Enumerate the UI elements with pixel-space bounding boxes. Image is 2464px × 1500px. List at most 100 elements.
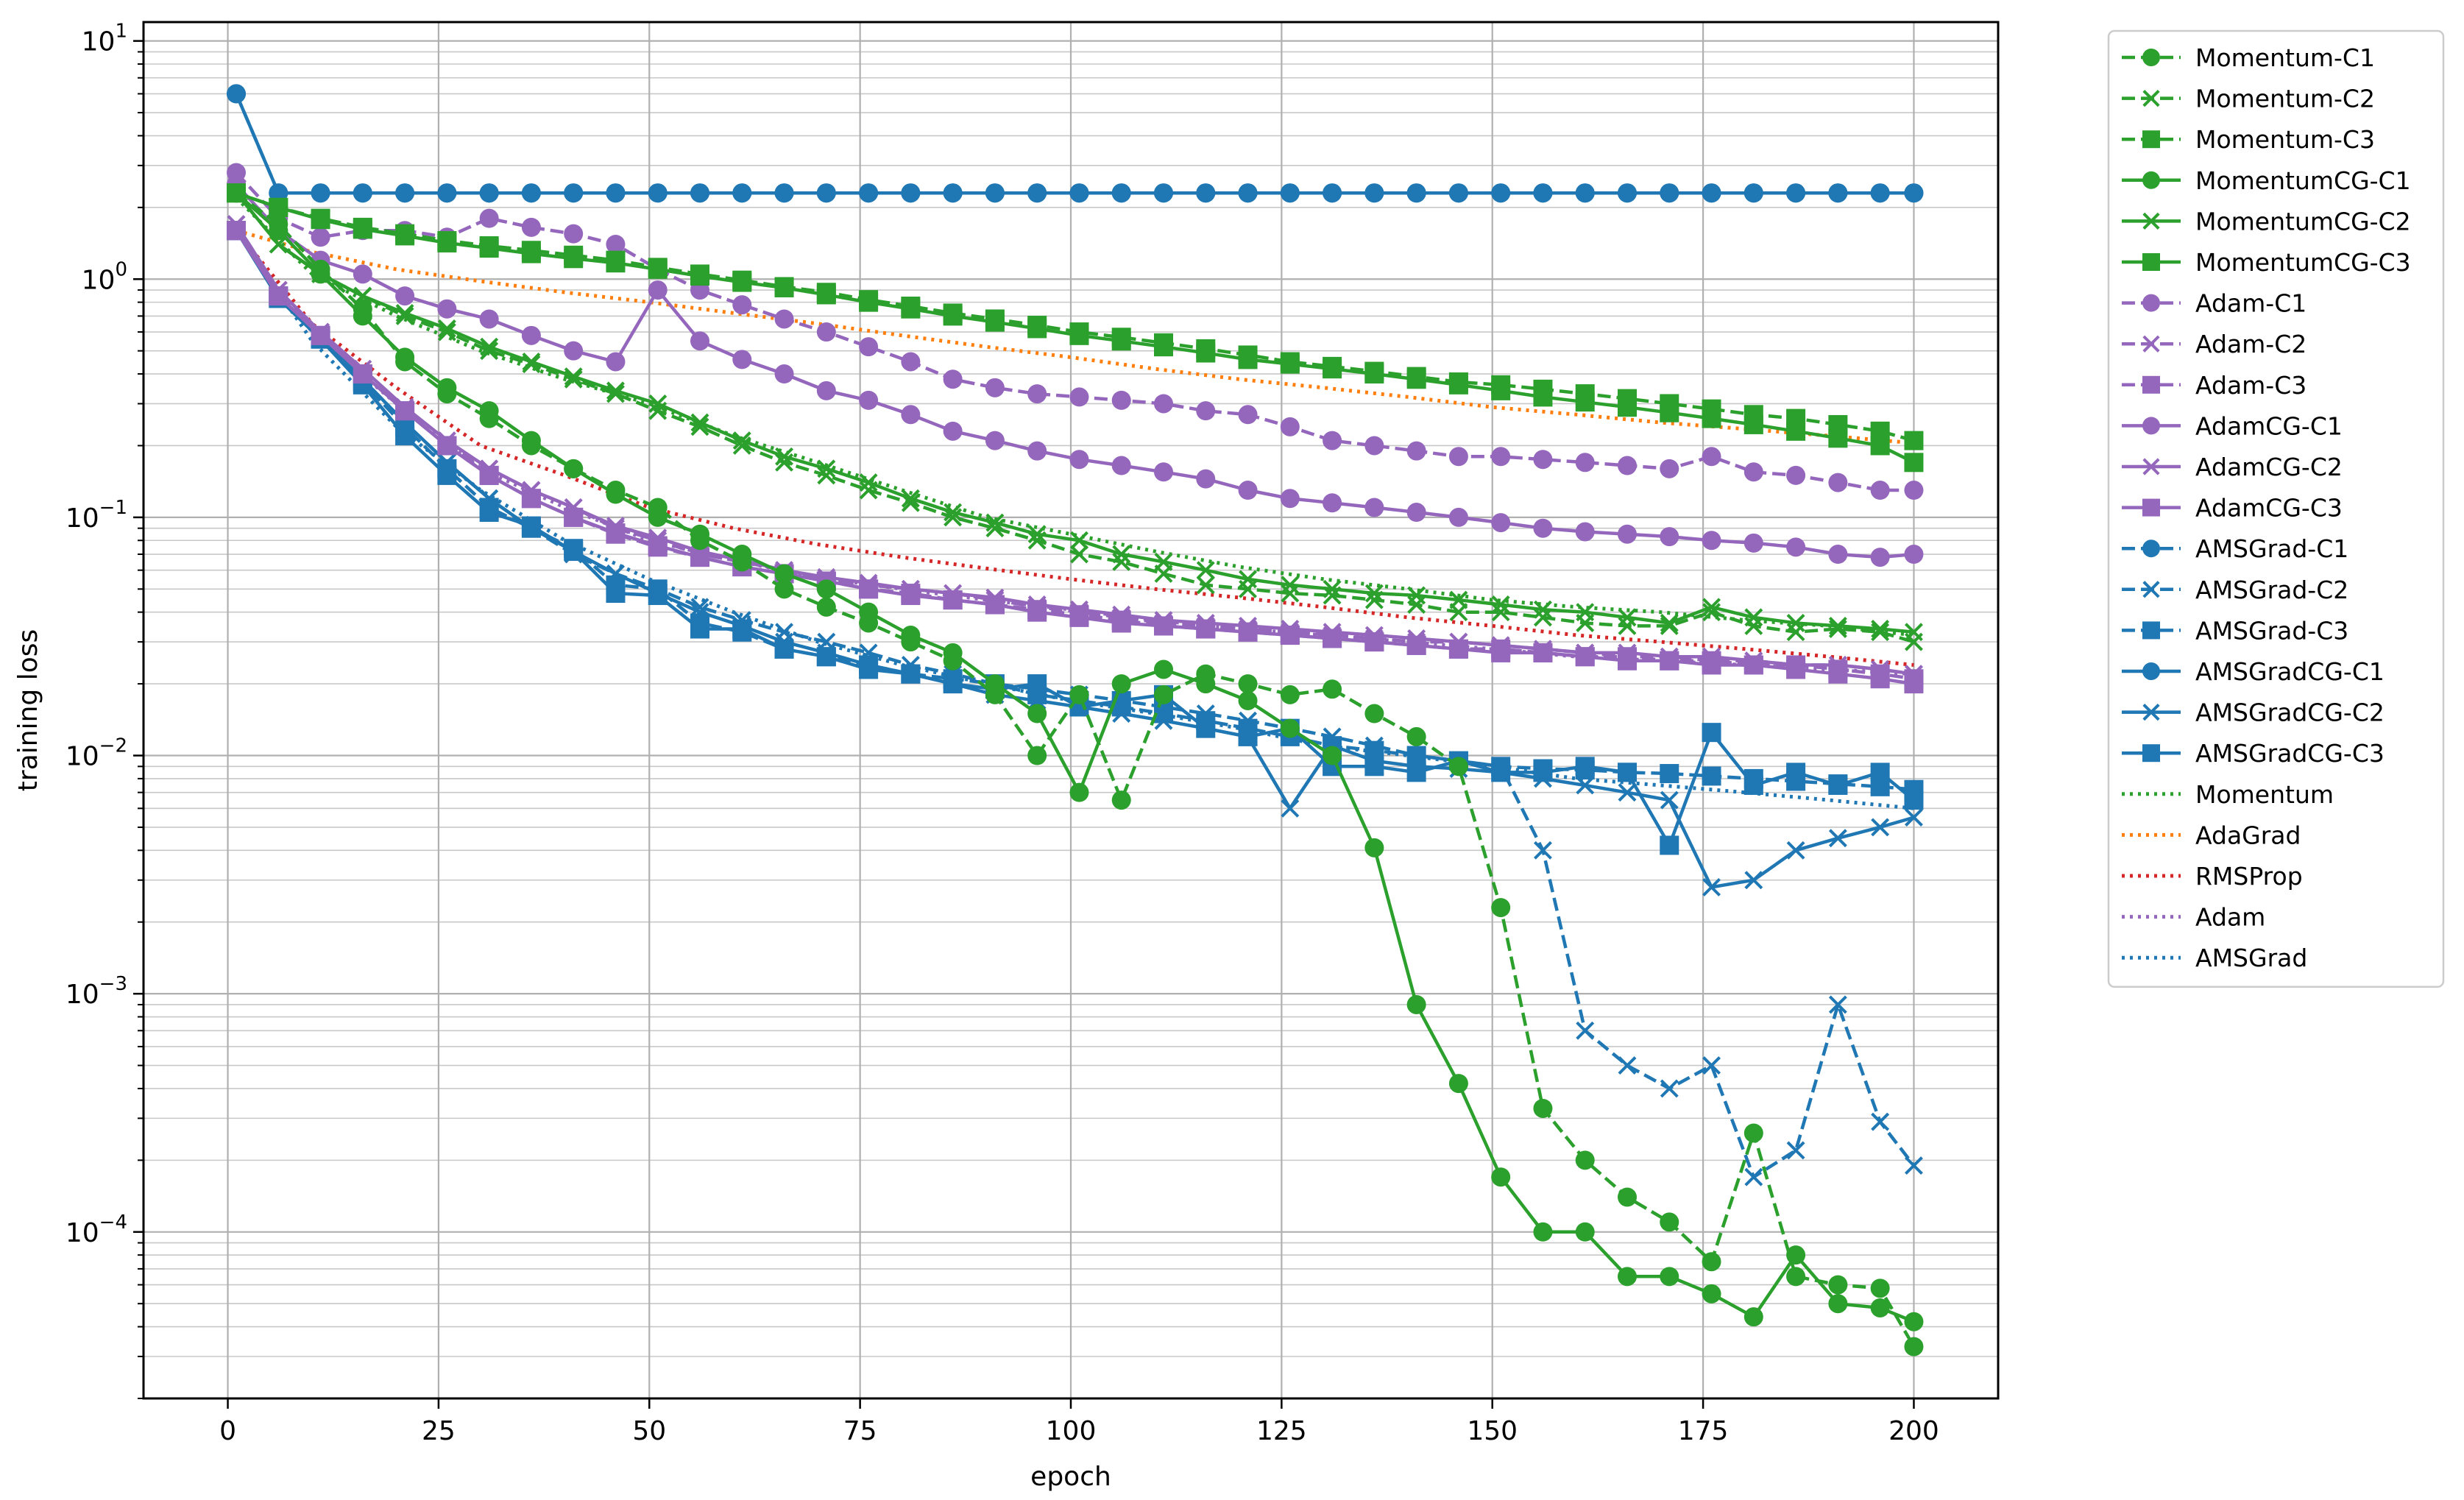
legend-label: AdamCG-C2	[2195, 453, 2343, 481]
data-point	[353, 217, 372, 237]
data-point	[1280, 489, 1300, 509]
data-point	[901, 656, 920, 674]
legend-entry: RMSProp	[2122, 862, 2303, 891]
data-point	[1871, 659, 1890, 679]
data-point	[353, 183, 372, 203]
data-point	[1154, 614, 1173, 632]
data-point	[1323, 431, 1342, 450]
data-point	[1111, 390, 1131, 410]
data-point	[1533, 608, 1552, 627]
data-point	[521, 183, 541, 203]
data-point	[1660, 183, 1679, 203]
legend-entry: AdamCG-C1	[2122, 411, 2343, 440]
data-point	[1660, 651, 1679, 671]
data-point	[1786, 183, 1806, 203]
legend: Momentum-C1 Momentum-C2 Momentum-C3 Momentu…	[2107, 29, 2445, 988]
data-point	[1828, 616, 1847, 635]
data-point	[1533, 183, 1553, 203]
legend-entry: MomentumCG-C3	[2122, 248, 2411, 277]
data-point	[1660, 394, 1679, 414]
y-tick-label: 10−3	[66, 973, 127, 1010]
data-point	[1111, 328, 1131, 347]
data-point	[1196, 576, 1215, 595]
data-point	[817, 632, 836, 651]
y-tick-label: 10−2	[66, 735, 127, 772]
data-point	[775, 623, 794, 642]
data-point	[943, 421, 963, 441]
data-point	[732, 436, 751, 455]
data-point	[311, 208, 330, 228]
data-point	[859, 337, 879, 357]
data-point	[1154, 564, 1173, 583]
data-point	[1448, 507, 1468, 527]
legend-marker	[2142, 89, 2160, 107]
data-point	[1196, 664, 1216, 684]
data-point	[732, 350, 752, 369]
legend-label: MomentumCG-C3	[2195, 248, 2411, 277]
legend-entry: Adam-C2	[2122, 330, 2307, 358]
data-point	[1576, 776, 1595, 795]
legend-box	[2107, 29, 2445, 988]
series-line	[235, 191, 1916, 1348]
series-momentum-c3	[227, 183, 1924, 450]
data-point	[564, 545, 583, 564]
legend-label: Momentum-C3	[2195, 125, 2375, 154]
legend-label: AMSGradCG-C2	[2195, 698, 2385, 727]
legend-entry: Momentum	[2122, 780, 2334, 809]
data-point	[1533, 640, 1552, 659]
legend-label: AdamCG-C3	[2195, 494, 2343, 523]
data-point	[944, 508, 963, 527]
data-point	[774, 183, 794, 203]
data-point	[943, 183, 963, 203]
data-point	[1828, 545, 1848, 565]
data-point	[690, 417, 709, 436]
data-point	[690, 613, 709, 633]
data-point	[1111, 456, 1131, 475]
x-tick-label: 200	[1888, 1416, 1939, 1446]
data-point	[1069, 605, 1089, 625]
legend-marker	[2142, 212, 2160, 230]
legend-label: AMSGrad-C1	[2195, 534, 2348, 563]
data-point	[1618, 389, 1637, 408]
data-point	[1154, 394, 1173, 414]
series-line	[235, 229, 1914, 667]
data-point	[901, 183, 921, 203]
data-point	[1743, 1307, 1763, 1327]
series-momentumcg-c2	[227, 183, 1923, 642]
data-point	[1364, 361, 1384, 381]
data-point	[774, 564, 794, 584]
data-point	[1406, 994, 1426, 1014]
data-point	[1744, 871, 1763, 890]
series-line	[234, 93, 1914, 195]
data-point	[816, 597, 836, 617]
data-point	[395, 183, 415, 203]
data-point	[859, 579, 879, 599]
legend-marker	[2142, 375, 2160, 394]
data-point	[1660, 835, 1679, 855]
legend-marker	[2142, 335, 2160, 353]
data-point	[395, 286, 415, 306]
data-point	[1828, 1294, 1848, 1314]
legend-entry: AdamCG-C3	[2122, 494, 2343, 523]
data-point	[1027, 704, 1047, 724]
data-point	[690, 413, 709, 432]
data-point	[1027, 525, 1047, 544]
data-point	[1786, 1267, 1806, 1287]
data-point	[1238, 481, 1258, 500]
data-point	[1702, 766, 1721, 786]
data-point	[859, 183, 879, 203]
data-point	[1744, 608, 1763, 627]
data-point	[480, 342, 499, 361]
data-point	[1702, 723, 1721, 743]
data-point	[1702, 399, 1721, 419]
legend-marker	[2142, 417, 2160, 435]
data-point	[1364, 632, 1384, 652]
legend-marker	[2142, 458, 2160, 475]
data-point	[1533, 600, 1552, 619]
data-point	[1702, 877, 1721, 896]
data-point	[648, 395, 668, 413]
data-point	[901, 405, 921, 425]
data-point	[1154, 659, 1173, 679]
data-point	[564, 369, 583, 389]
data-point	[1904, 1312, 1924, 1331]
